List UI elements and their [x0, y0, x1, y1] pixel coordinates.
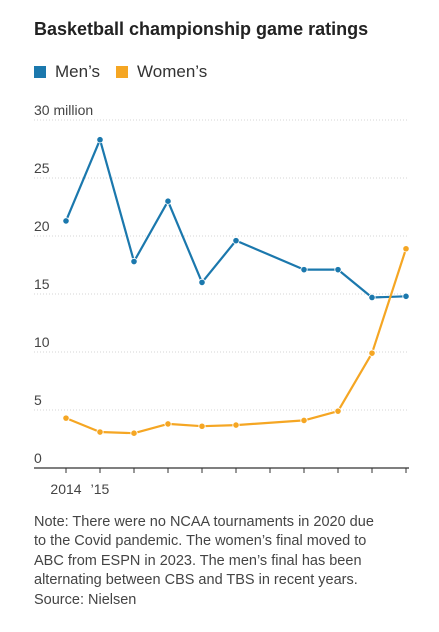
data-point-mens [402, 292, 410, 300]
y-tick-label: 30 million [34, 102, 93, 118]
legend-item-mens: Men’s [34, 62, 100, 82]
data-point-mens [232, 237, 240, 245]
y-tick-label: 15 [34, 276, 50, 292]
data-point-womens [62, 414, 70, 422]
legend-swatch-womens [116, 66, 129, 78]
data-point-womens [402, 245, 410, 253]
legend-swatch-mens [34, 66, 46, 78]
x-tick-label: 2014 [50, 481, 81, 497]
data-point-mens [334, 266, 342, 274]
y-tick-label: 10 [34, 334, 50, 350]
note-line: Source: Nielsen [34, 591, 137, 608]
data-point-womens [198, 422, 206, 430]
data-point-mens [96, 136, 104, 144]
note-line: Note: There were no NCAA tournaments in … [34, 514, 374, 530]
data-point-womens [96, 428, 104, 436]
note-line: ABC from ESPN in 2023. The men’s final h… [34, 552, 362, 569]
data-point-mens [130, 257, 138, 266]
series-line-womens [65, 248, 408, 435]
x-tick-label: ’15 [91, 481, 110, 497]
chart-note: Note: There were no NCAA tournaments in … [34, 513, 424, 610]
series-line-mens [64, 138, 407, 299]
legend-label-mens: Men’s [55, 62, 101, 81]
legend-label-womens: Women’s [137, 62, 208, 81]
note-line: alternating between CBS and TBS in recen… [34, 572, 358, 589]
y-tick-label: 5 [34, 392, 42, 408]
data-point-womens [232, 421, 240, 429]
data-point-mens [198, 278, 206, 286]
chart-title: Basketball championship game ratings [34, 19, 369, 39]
data-point-womens [368, 349, 376, 357]
data-point-mens [62, 217, 70, 225]
data-point-womens [334, 407, 342, 415]
data-point-mens [368, 293, 376, 302]
y-tick-label: 25 [34, 160, 50, 176]
legend-item-womens: Women’s [116, 62, 207, 82]
data-point-womens [164, 420, 172, 428]
chart-legend: Men’s Women’s [34, 62, 223, 82]
data-point-mens [300, 266, 308, 274]
line-chart: 0 5 10 15 20 25 30 million 2014 ’15 [34, 102, 410, 497]
y-tick-label: 0 [34, 450, 42, 466]
data-point-mens [164, 197, 172, 205]
data-point-womens [300, 416, 308, 425]
note-line: to the Covid pandemic. The women’s final… [34, 533, 367, 550]
data-point-womens [130, 429, 138, 437]
y-tick-label: 20 [34, 218, 50, 234]
